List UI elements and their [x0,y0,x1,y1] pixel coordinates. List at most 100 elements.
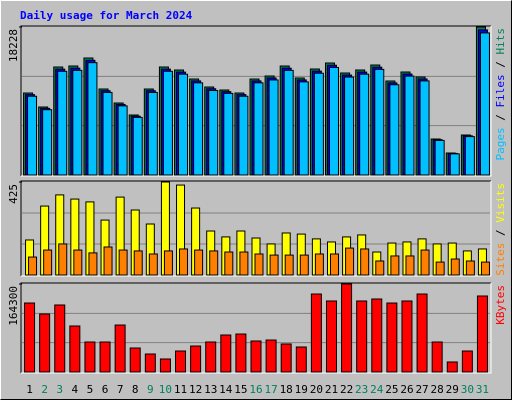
bar [405,255,415,276]
bar [476,295,488,373]
legend-entry: Sites [494,243,507,276]
bar [449,153,460,176]
bar [464,136,475,176]
bar [88,252,98,276]
bar [431,341,443,373]
x-tick-label: 5 [87,383,94,396]
x-tick-label: 2 [41,383,48,396]
bar [84,341,96,373]
bar [147,91,158,176]
x-tick-label: 28 [431,383,444,396]
x-tick-label: 14 [219,383,233,396]
bar [178,73,189,176]
panel-border-light [21,181,492,277]
bar [129,347,141,373]
bar [57,70,68,176]
bar [144,353,156,373]
bar [39,313,51,373]
bar [295,346,307,373]
legend-entry: Pages [494,127,507,160]
x-tick-label: 30 [461,383,474,396]
x-tick-label: 11 [174,383,187,396]
y-tick-label: 425 [7,184,20,204]
bar [205,341,217,373]
bar [238,95,249,176]
chart-title: Daily usage for March 2024 [20,9,193,22]
bar [72,69,83,176]
bar [209,250,219,276]
y-tick-label: 18228 [7,29,20,62]
bar [190,345,202,373]
bar [235,333,247,373]
bar [435,261,445,276]
legend-entry: Files [494,74,507,107]
bar [434,139,445,176]
x-tick-label: 10 [159,383,172,396]
legend-entry: KBytes [494,285,507,325]
panel-border-light [21,283,492,374]
x-tick-label: 4 [72,383,79,396]
x-tick-label: 18 [280,383,293,396]
x-tick-label: 21 [325,383,338,396]
bar [175,350,187,373]
bar [450,258,460,276]
legend-separator: / [494,108,507,128]
bar [73,249,83,276]
x-tick-label: 29 [446,383,459,396]
x-tick-label: 9 [147,383,154,396]
bar [419,80,430,176]
bar [208,90,219,176]
bar [299,254,309,276]
bar [194,249,204,276]
bar [250,340,262,373]
panel-border-dark [20,180,491,276]
panel-border-dark [20,25,491,176]
bar [389,84,400,176]
legend-entry: Visits [494,183,507,223]
bar [284,254,294,276]
bar [479,32,490,176]
bar [465,260,475,276]
legend-separator: / [494,55,507,75]
bar [480,261,490,276]
bar [356,300,368,373]
bar [401,300,413,373]
legend: Sites / Visits [494,183,507,276]
bar [325,300,337,373]
bar [386,302,398,373]
x-tick-label: 31 [476,383,489,396]
legend: Pages / Files / Hits [494,28,507,161]
bar [24,302,36,373]
bar [329,253,339,276]
bar [341,283,353,373]
bar [420,249,430,276]
bar [239,251,249,276]
bar [254,253,264,276]
bar [265,339,277,373]
bar [375,260,385,276]
x-tick-label: 6 [102,383,109,396]
bar [223,92,234,176]
bar [42,109,53,176]
x-tick-label: 7 [117,383,124,396]
x-tick-label: 17 [264,383,277,396]
bar [224,251,234,276]
bar [371,298,383,373]
x-tick-label: 26 [400,383,413,396]
bar [133,250,143,276]
x-tick-label: 19 [295,383,308,396]
x-tick-label: 8 [132,383,139,396]
x-tick-label: 13 [204,383,217,396]
bar [416,293,428,373]
bar [345,247,355,276]
bar [69,325,81,373]
x-tick-label: 27 [415,383,428,396]
legend-separator: / [494,223,507,243]
x-tick-label: 24 [370,383,384,396]
x-tick-label: 12 [189,383,202,396]
bar [163,250,173,276]
x-tick-label: 25 [385,383,398,396]
panel-border-light [21,26,492,177]
bar [344,76,355,176]
